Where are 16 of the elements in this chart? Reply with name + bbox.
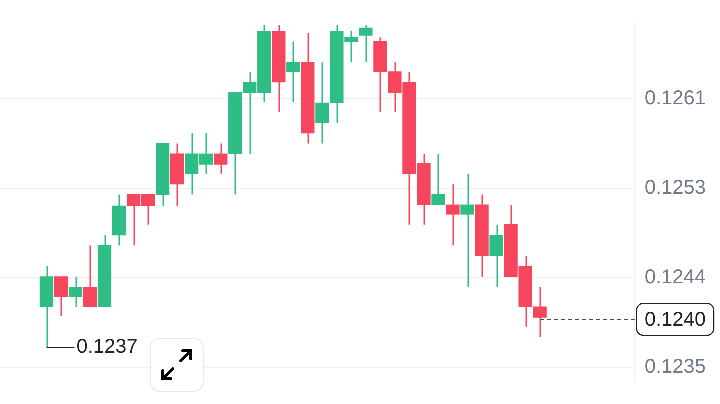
candlestick	[432, 153, 446, 206]
annotation: 0.1237	[76, 336, 138, 358]
candlestick	[359, 24, 373, 64]
y-tick-label: 0.1235	[644, 356, 706, 378]
ref-line-label: 0.1240	[644, 309, 706, 332]
candlestick	[460, 173, 474, 288]
candlestick	[490, 224, 504, 288]
candlestick	[54, 276, 68, 318]
candlestick	[214, 142, 228, 175]
y-tick-label: 0.1244	[644, 266, 706, 288]
y-tick-label: 0.1253	[644, 176, 706, 199]
candlestick	[83, 244, 98, 308]
candlestick	[286, 41, 300, 103]
candlestick	[446, 184, 460, 246]
y-tick-label: 0.1261	[644, 88, 706, 110]
candlestick	[68, 276, 83, 308]
